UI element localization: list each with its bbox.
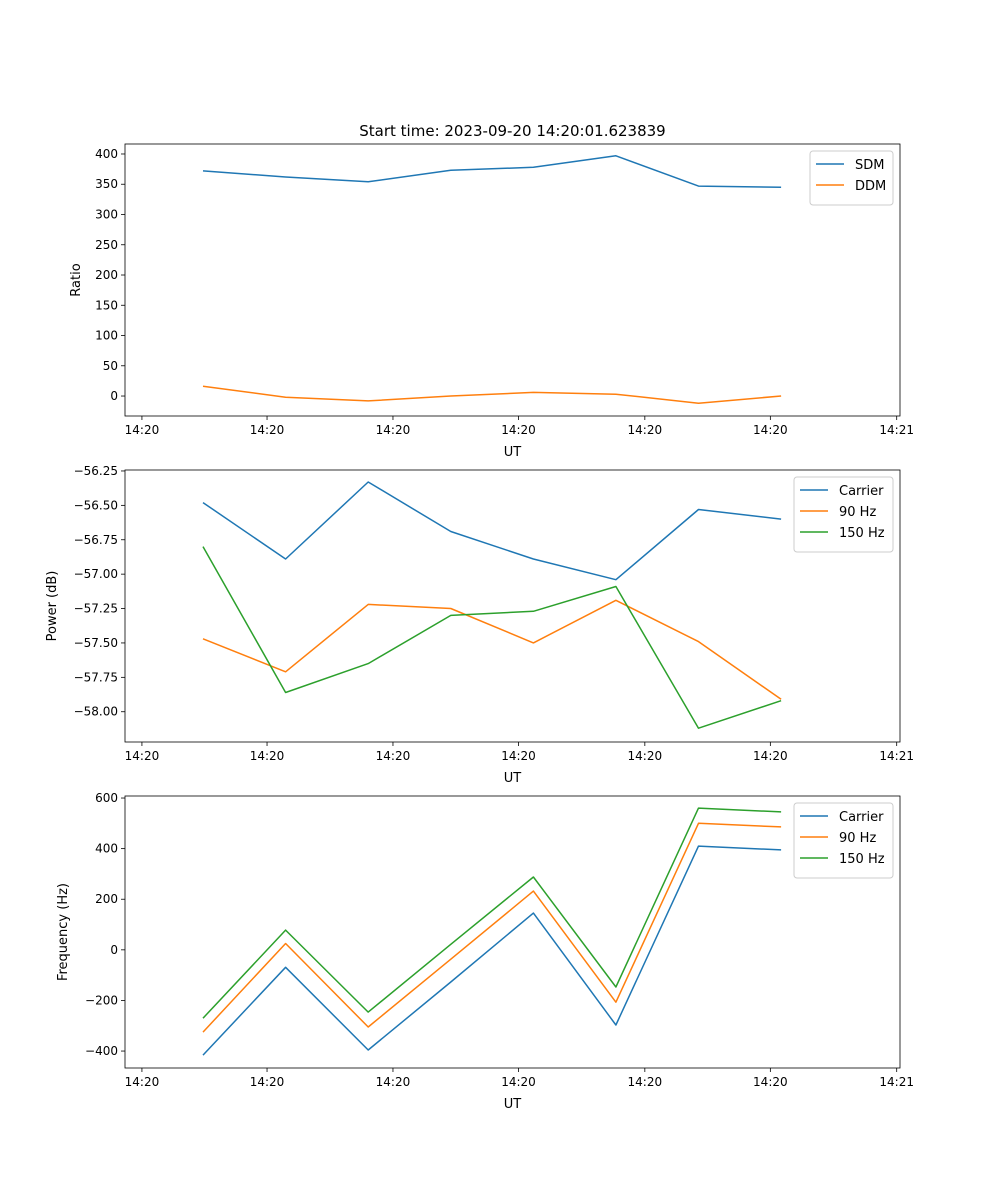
x-axis-label: UT xyxy=(504,771,522,786)
axes-frame xyxy=(124,795,901,1069)
y-tick-label: −57.25 xyxy=(74,602,118,616)
series-line-sdm xyxy=(202,155,782,189)
y-tick-label: 0 xyxy=(110,389,118,403)
y-tick-label: 150 xyxy=(95,298,118,312)
y-axis-label: Ratio xyxy=(69,263,84,296)
series-line-90-hz xyxy=(202,599,782,700)
x-tick-label: 14:20 xyxy=(628,749,663,763)
x-tick-label: 14:20 xyxy=(376,423,411,437)
y-axis-label: Power (dB) xyxy=(45,571,60,642)
y-tick-label: 200 xyxy=(95,892,118,906)
y-tick-label: 600 xyxy=(95,791,118,805)
y-tick-label: −200 xyxy=(85,993,118,1007)
x-tick-label: 14:20 xyxy=(125,749,160,763)
x-axis-label: UT xyxy=(504,1097,522,1112)
y-tick-label: 400 xyxy=(95,147,118,161)
x-tick-label: 14:20 xyxy=(376,749,411,763)
x-tick-label: 14:20 xyxy=(376,1075,411,1089)
axes-frame xyxy=(124,469,901,743)
y-tick-label: 350 xyxy=(95,177,118,191)
x-axis-label: UT xyxy=(504,445,522,460)
x-tick-label: 14:20 xyxy=(501,1075,536,1089)
x-tick-label: 14:21 xyxy=(879,749,914,763)
axes-3: 14:20 14:20 14:20 14:20 14:20 14:20 14:21 −400 −… xyxy=(56,791,914,1112)
series-line-carrier xyxy=(202,481,782,581)
x-tick-label: 14:20 xyxy=(250,749,285,763)
y-tick-label: 200 xyxy=(95,268,118,282)
x-tick-label: 14:20 xyxy=(250,1075,285,1089)
legend-box xyxy=(793,476,894,553)
y-axis-label: Frequency (Hz) xyxy=(56,883,71,981)
x-tick-label: 14:20 xyxy=(753,1075,788,1089)
x-tick-label: 14:20 xyxy=(753,749,788,763)
x-tick-label: 14:20 xyxy=(628,423,663,437)
y-tick-label: 250 xyxy=(95,238,118,252)
legend-label: 90 Hz xyxy=(839,505,876,520)
legend: Carrier 90 Hz 150 Hz xyxy=(793,476,894,553)
y-tick-label: 100 xyxy=(95,329,118,343)
x-tick-label: 14:20 xyxy=(753,423,788,437)
y-tick-label: 0 xyxy=(110,943,118,957)
legend-label: 90 Hz xyxy=(839,831,876,846)
series-line-90-hz xyxy=(202,822,782,1033)
x-tick-label: 14:20 xyxy=(250,423,285,437)
y-tick-label: −56.25 xyxy=(74,464,118,478)
series-line-150-hz xyxy=(202,807,782,1019)
legend: Carrier 90 Hz 150 Hz xyxy=(793,802,894,879)
legend-box xyxy=(793,802,894,879)
x-tick-label: 14:20 xyxy=(501,423,536,437)
legend-label: Carrier xyxy=(839,810,884,825)
series-line-carrier xyxy=(202,845,782,1056)
legend-label: 150 Hz xyxy=(839,526,885,541)
y-tick-label: 400 xyxy=(95,842,118,856)
y-tick-label: 300 xyxy=(95,207,118,221)
axes-1: 14:20 14:20 14:20 14:20 14:20 14:20 14:21 0 50 10… xyxy=(69,143,914,460)
y-tick-label: −57.00 xyxy=(74,567,118,581)
series-line-150-hz xyxy=(202,546,782,729)
legend-label: SDM xyxy=(855,158,884,173)
x-tick-label: 14:20 xyxy=(125,1075,160,1089)
series-line-ddm xyxy=(202,385,782,405)
y-tick-label: −58.00 xyxy=(74,705,118,719)
x-tick-label: 14:21 xyxy=(879,1075,914,1089)
legend: SDM DDM xyxy=(809,150,894,206)
y-tick-label: −57.50 xyxy=(74,636,118,650)
legend-label: Carrier xyxy=(839,484,884,499)
y-tick-label: −56.50 xyxy=(74,498,118,512)
chart-title: Start time: 2023-09-20 14:20:01.623839 xyxy=(359,122,665,140)
x-tick-label: 14:20 xyxy=(501,749,536,763)
x-tick-label: 14:20 xyxy=(628,1075,663,1089)
axes-frame xyxy=(124,143,901,417)
y-tick-label: −56.75 xyxy=(74,533,118,547)
legend-label: DDM xyxy=(855,179,886,194)
y-tick-label: −57.75 xyxy=(74,670,118,684)
y-tick-label: 50 xyxy=(103,359,118,373)
x-tick-label: 14:21 xyxy=(879,423,914,437)
y-tick-label: −400 xyxy=(85,1044,118,1058)
x-tick-label: 14:20 xyxy=(125,423,160,437)
legend-label: 150 Hz xyxy=(839,852,885,867)
axes-2: 14:20 14:20 14:20 14:20 14:20 14:20 14:21 −58.0… xyxy=(45,464,914,786)
